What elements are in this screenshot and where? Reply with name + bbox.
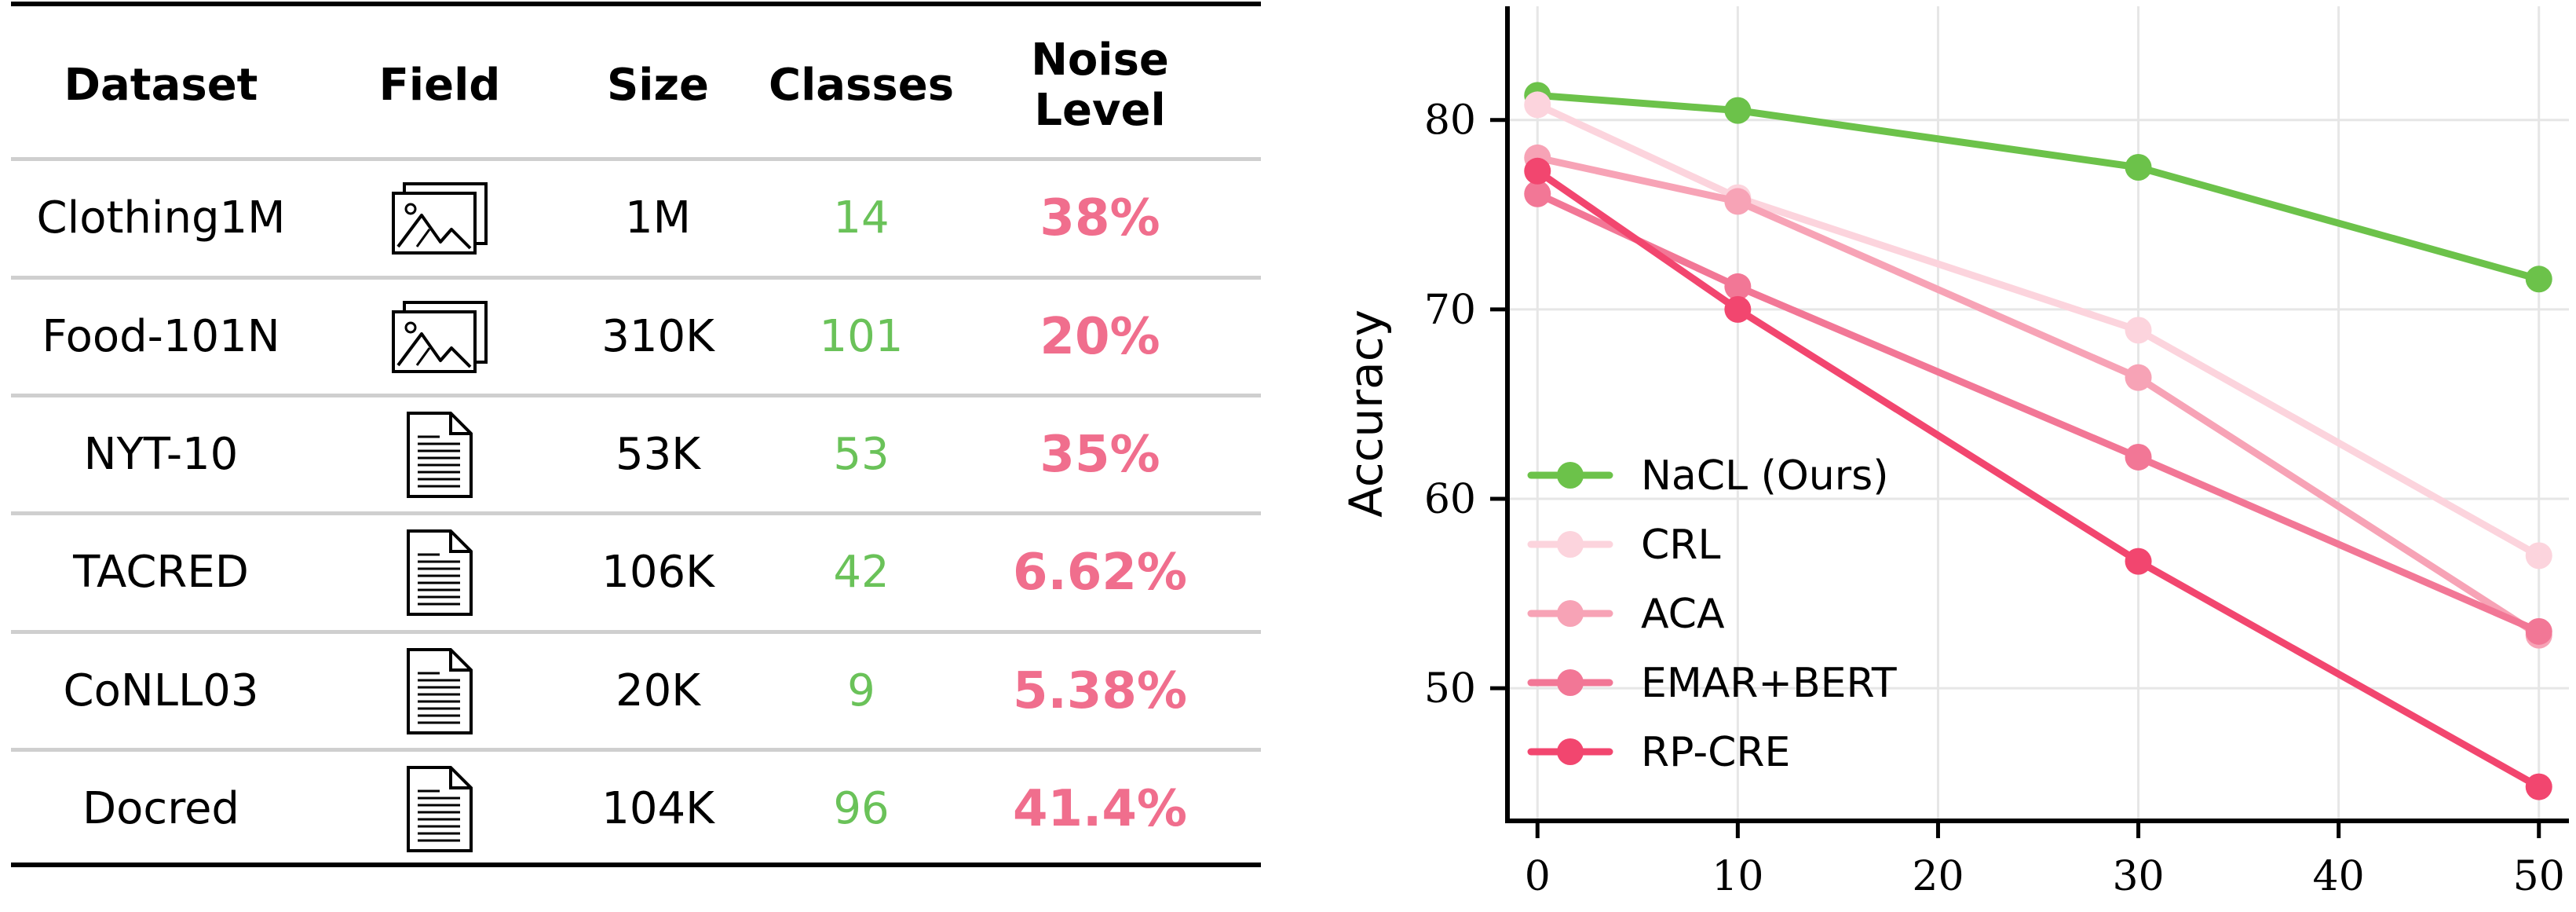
data-point — [2525, 266, 2552, 293]
data-point — [2125, 317, 2152, 344]
cell-noise-level: 38% — [1040, 189, 1160, 247]
series-line-1 — [1533, 101, 2543, 559]
legend-entry: NaCL (Ours) — [1527, 452, 1889, 500]
legend-label: RP-CRE — [1641, 729, 1790, 776]
x-tick-label: 0 — [1525, 853, 1551, 900]
dataset-table: Dataset Field Size Classes Noise Level Clothin… — [0, 0, 1272, 912]
document-icon — [338, 752, 542, 866]
legend-swatch-marker — [1557, 738, 1584, 765]
cell-noise-level: 35% — [1040, 425, 1160, 484]
cell-dataset: Food-101N — [42, 311, 280, 362]
table-top-rule — [11, 2, 1261, 6]
cell-dataset: NYT-10 — [83, 429, 239, 480]
data-point — [1724, 295, 1752, 323]
cell-classes: 96 — [833, 783, 890, 834]
row-divider — [11, 394, 1261, 397]
data-point — [2125, 548, 2152, 575]
cell-noise-level: 20% — [1040, 307, 1160, 366]
x-tick-label: 50 — [2513, 853, 2565, 900]
cell-size: 104K — [601, 783, 714, 834]
cell-size: 106K — [601, 547, 714, 598]
data-point — [1524, 180, 1551, 207]
image-icon — [338, 280, 542, 394]
series-line-4 — [1533, 167, 2543, 791]
y-tick-label: 80 — [1424, 97, 1476, 145]
cell-classes: 101 — [819, 311, 904, 362]
data-point — [1524, 91, 1551, 119]
y-tick-label: 60 — [1424, 476, 1476, 523]
data-point — [2125, 364, 2152, 391]
row-divider — [11, 630, 1261, 634]
cell-size: 53K — [616, 429, 700, 480]
chart-legend: NaCL (Ours) CRL ACA EMAR+BERT RP-CRE — [1527, 452, 1897, 776]
legend-label: ACA — [1641, 591, 1725, 638]
row-divider — [11, 157, 1261, 161]
column-header-field: Field — [378, 60, 501, 111]
data-point — [2525, 542, 2552, 570]
legend-entry: CRL — [1527, 522, 1720, 569]
series-line-2 — [1533, 154, 2543, 639]
noise-header-line2: Level — [1034, 85, 1166, 136]
data-point — [1524, 157, 1551, 185]
cell-dataset: Clothing1M — [36, 192, 286, 244]
legend-entry: EMAR+BERT — [1527, 660, 1897, 707]
accuracy-chart: 0 10 20 30 40 50 50 60 70 80 Accuracy NaCL (Ours) C… — [1339, 6, 2569, 900]
series-line-0 — [1533, 91, 2543, 283]
legend-swatch-marker — [1557, 531, 1584, 558]
cell-classes: 42 — [833, 547, 890, 598]
cell-dataset: Docred — [82, 783, 239, 834]
cell-size: 20K — [616, 665, 700, 716]
cell-classes: 9 — [847, 665, 875, 716]
data-point — [2525, 617, 2552, 645]
document-icon — [338, 397, 542, 511]
legend-swatch-marker — [1557, 600, 1584, 627]
column-header-dataset: Dataset — [64, 60, 258, 111]
chart-axes: 0 10 20 30 40 50 50 60 70 80 Accuracy — [1339, 6, 2569, 900]
legend-label: EMAR+BERT — [1641, 660, 1897, 707]
column-header-size: Size — [606, 60, 710, 111]
legend-label: CRL — [1641, 522, 1720, 569]
chart-grid — [1507, 6, 2569, 821]
legend-swatch-marker — [1557, 669, 1584, 696]
document-icon — [338, 515, 542, 629]
legend-swatch-marker — [1557, 462, 1584, 489]
cell-classes: 53 — [833, 429, 890, 480]
data-point — [2125, 153, 2152, 181]
y-axis-title: Accuracy — [1339, 309, 1393, 518]
column-header-noise: Noise Level — [974, 13, 1226, 158]
legend-entry: RP-CRE — [1527, 729, 1790, 776]
data-point — [2125, 443, 2152, 471]
x-tick-label: 40 — [2313, 853, 2365, 900]
data-point — [2525, 773, 2552, 800]
cell-size: 310K — [601, 311, 714, 362]
y-tick-label: 50 — [1424, 665, 1476, 712]
image-icon — [338, 161, 542, 275]
cell-classes: 14 — [833, 192, 890, 244]
legend-label: NaCL (Ours) — [1641, 452, 1889, 500]
chart-series — [1524, 82, 2552, 800]
y-tick-label: 70 — [1424, 287, 1476, 334]
cell-dataset: TACRED — [73, 547, 249, 598]
table-bottom-rule — [11, 863, 1261, 867]
data-point — [1724, 188, 1752, 215]
noise-header-line1: Noise — [1031, 35, 1169, 86]
row-divider — [11, 748, 1261, 752]
cell-dataset: CoNLL03 — [63, 665, 259, 716]
legend-entry: ACA — [1527, 591, 1725, 638]
cell-size: 1M — [625, 192, 691, 244]
data-point — [1724, 273, 1752, 300]
x-tick-label: 20 — [1912, 853, 1964, 900]
x-tick-label: 30 — [2112, 853, 2164, 900]
data-point — [1724, 97, 1752, 124]
row-divider — [11, 276, 1261, 280]
x-tick-label: 10 — [1712, 853, 1763, 900]
cell-noise-level: 6.62% — [1012, 543, 1188, 602]
cell-noise-level: 5.38% — [1012, 661, 1188, 720]
column-header-classes: Classes — [768, 60, 955, 111]
row-divider — [11, 511, 1261, 515]
document-icon — [338, 634, 542, 748]
cell-noise-level: 41.4% — [1012, 779, 1188, 838]
